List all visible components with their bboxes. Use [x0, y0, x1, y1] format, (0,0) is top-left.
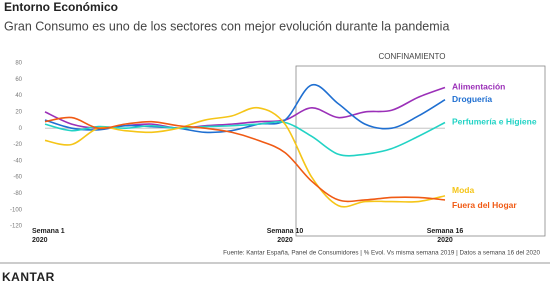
x-tick-label: Semana 16 — [427, 228, 464, 235]
series-label: Alimentación — [452, 82, 505, 92]
series-label: Moda — [452, 185, 474, 195]
series-line — [44, 86, 446, 130]
y-tick-label: -100 — [10, 207, 23, 213]
x-tick-sublabel: 2020 — [277, 237, 293, 244]
y-tick-label: -80 — [13, 191, 22, 197]
y-tick-label: 40 — [15, 93, 22, 99]
x-tick-label: Semana 1 — [32, 228, 65, 235]
chart-subtitle: Gran Consumo es uno de los sectores con … — [4, 19, 449, 33]
y-tick-label: -60 — [13, 175, 22, 181]
x-tick-label: Semana 10 — [267, 228, 304, 235]
y-tick-label: -20 — [13, 142, 22, 148]
y-tick-label: -40 — [13, 158, 22, 164]
series-line — [44, 106, 446, 208]
y-tick-label: 80 — [15, 61, 22, 67]
y-tick-label: -120 — [10, 224, 23, 230]
plot: 80 60 40 20 0 -20 -40 -60 -80 -100 -120 Semana 1 202… — [10, 61, 537, 244]
y-tick-label: 0 — [19, 126, 23, 132]
series-line — [44, 116, 446, 203]
confinement-box — [295, 65, 546, 237]
x-tick-sublabel: 2020 — [437, 237, 453, 244]
annotation: CONFINAMIENTO — [379, 52, 446, 61]
series-label: Perfumería e Higiene — [452, 117, 537, 127]
y-tick-label: 60 — [15, 77, 22, 83]
x-tick-sublabel: 2020 — [32, 237, 48, 244]
source: Fuente: Kantar España, Panel de Consumid… — [223, 250, 540, 257]
brand: KANTAR — [2, 270, 55, 284]
series-label: Fuera del Hogar — [452, 200, 517, 210]
series-label: Droguería — [452, 94, 492, 104]
chart-title: Entorno Económico — [4, 0, 118, 14]
y-tick-label: 20 — [15, 109, 22, 115]
